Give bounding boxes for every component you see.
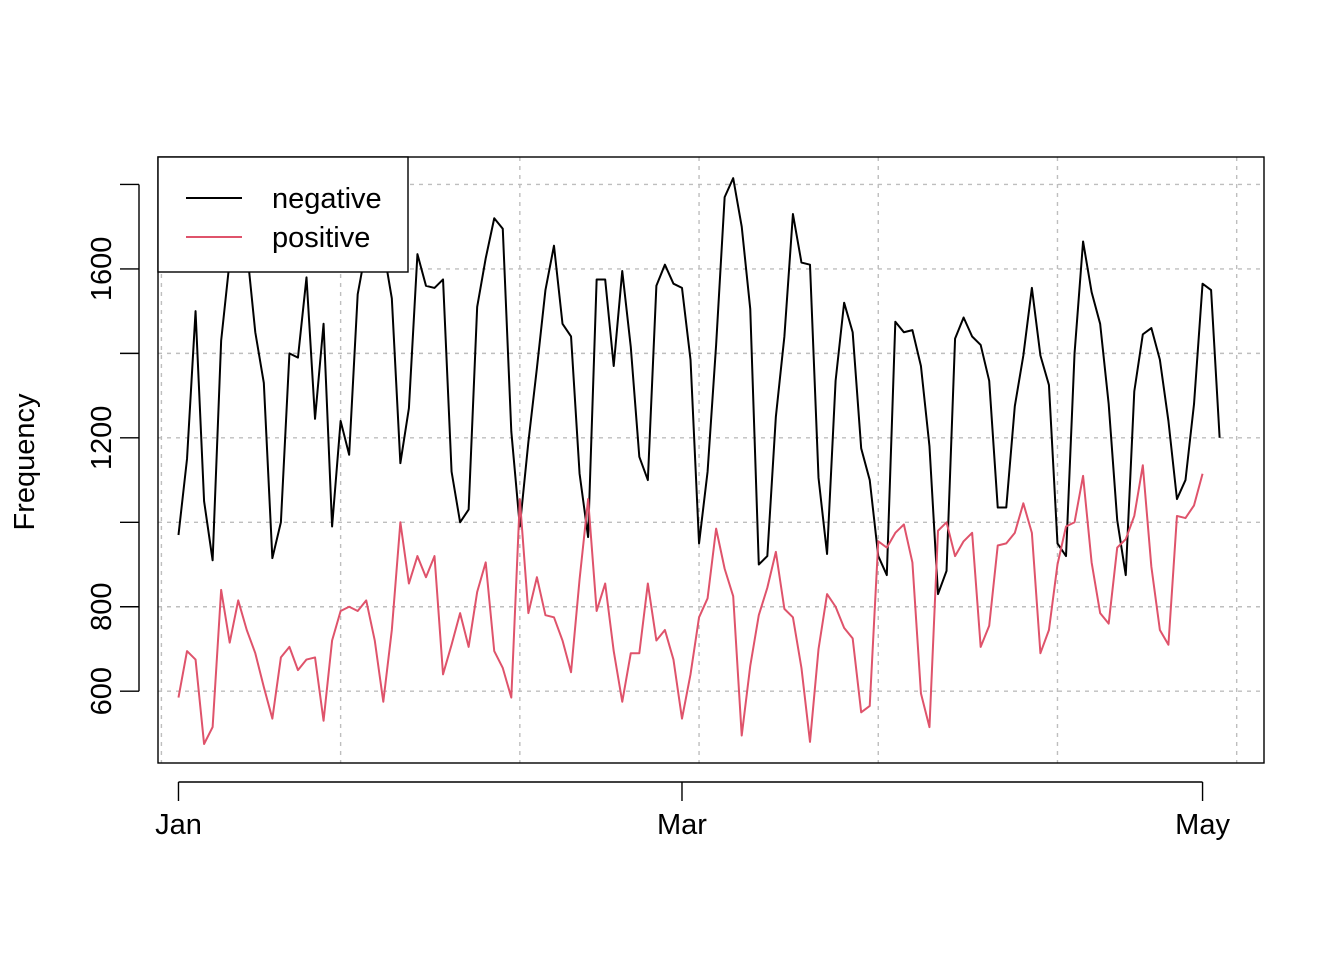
- series-line-negative: [177, 177, 1221, 596]
- y-axis-label: Frequency: [9, 393, 41, 531]
- x-tick-label-Jan: Jan: [155, 809, 202, 841]
- y-tick-label-600: 600: [86, 667, 118, 715]
- plot-frame: [157, 156, 1265, 764]
- grid: [158, 157, 1264, 763]
- legend-label-positive: positive: [272, 222, 370, 254]
- series-line-positive: [177, 464, 1204, 745]
- series-layer: [177, 177, 1221, 745]
- legend-box: [157, 156, 409, 273]
- x-tick-label-Mar: Mar: [657, 809, 707, 841]
- y-tick-label-1200: 1200: [86, 406, 118, 471]
- axes: Jan Mar May 600 800 1200 1600: [86, 183, 1230, 841]
- y-tick-label-800: 800: [86, 583, 118, 631]
- legend-label-negative: negative: [272, 183, 382, 215]
- legend: negative positive: [157, 156, 409, 273]
- y-tick-label-1600: 1600: [86, 237, 118, 302]
- x-tick-label-May: May: [1175, 809, 1230, 841]
